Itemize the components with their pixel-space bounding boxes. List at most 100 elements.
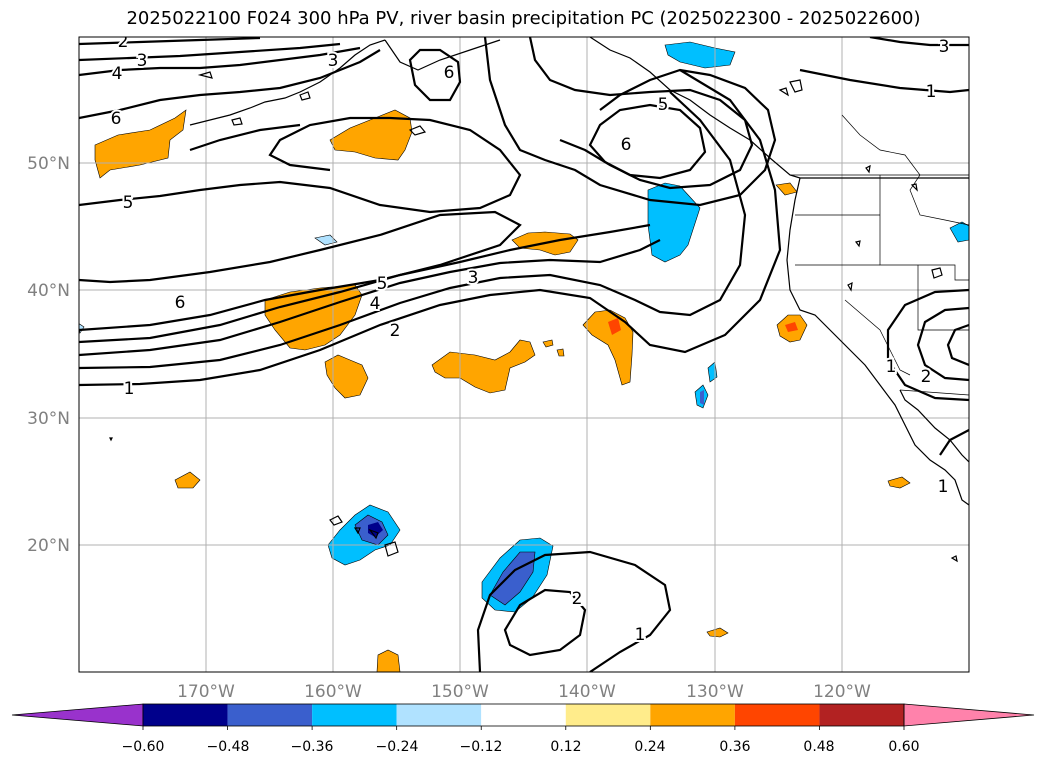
pv-contour bbox=[886, 288, 969, 402]
orange-patch bbox=[174, 471, 201, 489]
pv-contour bbox=[408, 48, 462, 102]
island bbox=[789, 79, 803, 93]
light-blue-patch bbox=[314, 234, 338, 246]
pv-contour bbox=[79, 210, 522, 332]
colorbar-tick-label: 0.48 bbox=[803, 739, 834, 755]
red-orange-core bbox=[608, 318, 621, 335]
island bbox=[950, 555, 958, 563]
pv-contour bbox=[79, 37, 261, 46]
lon-label: 130°W bbox=[686, 682, 744, 702]
colorbar-tick-label: 0.24 bbox=[634, 739, 665, 755]
royal-blue-core bbox=[700, 390, 704, 405]
pv-contour bbox=[946, 323, 969, 367]
island bbox=[854, 240, 861, 248]
colorbar-boxes bbox=[11, 703, 1035, 727]
island bbox=[368, 528, 379, 540]
precipitation-shading bbox=[79, 41, 969, 672]
colorbar-tick-label: −0.36 bbox=[291, 739, 334, 755]
pv-contour bbox=[476, 550, 672, 672]
shading-positive bbox=[94, 109, 911, 672]
contour-label: 2 bbox=[118, 32, 129, 52]
contour-label: 1 bbox=[886, 357, 897, 377]
pv-contour bbox=[939, 429, 969, 456]
lat-label: 50°N bbox=[27, 154, 70, 174]
colorbar-tick-label: −0.48 bbox=[207, 739, 250, 755]
orange-patch bbox=[887, 476, 911, 489]
colorbar-tick-label: −0.24 bbox=[376, 739, 419, 755]
colorbar-tick-label: 0.36 bbox=[719, 739, 750, 755]
pv-contour bbox=[503, 588, 587, 657]
colorbar-box bbox=[481, 704, 566, 726]
orange-patch bbox=[542, 339, 554, 348]
lon-label: 150°W bbox=[431, 682, 489, 702]
pv-contour bbox=[189, 123, 301, 152]
graticule bbox=[79, 37, 969, 672]
colorbar-box bbox=[734, 704, 820, 726]
orange-patch bbox=[324, 354, 369, 399]
island bbox=[197, 71, 213, 79]
colorbar-box bbox=[819, 704, 904, 726]
pv-contour bbox=[916, 306, 969, 382]
lon-label: 170°W bbox=[177, 682, 235, 702]
colorbar-tick-label: 0.12 bbox=[550, 739, 581, 755]
contour-label: 4 bbox=[112, 64, 123, 84]
state-border bbox=[879, 175, 969, 281]
red-orange-core bbox=[785, 322, 798, 332]
contour-label: 5 bbox=[123, 193, 134, 213]
contour-label: 1 bbox=[635, 625, 646, 645]
island bbox=[231, 117, 243, 126]
orange-patch bbox=[376, 649, 401, 672]
colorbar-tick-label: −0.12 bbox=[460, 739, 503, 755]
contour-label: 2 bbox=[921, 367, 932, 387]
lon-label: 160°W bbox=[304, 682, 362, 702]
map-panel: 2 3 4 6 5 3 6 5 6 5 4 3 2 1 6 1 3 1 2 1 bbox=[78, 32, 970, 673]
sky-blue-patch bbox=[664, 41, 736, 69]
colorbar-box bbox=[650, 704, 735, 726]
contour-labels: 2 3 4 6 5 3 6 5 6 5 4 3 2 1 6 1 3 1 2 1 bbox=[109, 32, 952, 647]
colorbar-tick-label: −0.60 bbox=[122, 739, 165, 755]
orange-patch bbox=[329, 109, 413, 161]
aleutian-coast bbox=[189, 39, 386, 126]
pv-contour bbox=[799, 68, 969, 94]
colorbar-box bbox=[312, 704, 397, 726]
orange-patch bbox=[94, 109, 187, 179]
contour-label: 3 bbox=[939, 37, 950, 57]
island bbox=[778, 87, 790, 97]
colorbar-outline bbox=[142, 703, 905, 727]
pv-contour bbox=[79, 49, 381, 120]
island bbox=[109, 437, 113, 442]
longitude-labels: 170°W 160°W 150°W 140°W 130°W 120°W bbox=[177, 682, 871, 702]
pv-contour bbox=[79, 116, 522, 214]
state-border bbox=[844, 299, 911, 376]
alaska-coast bbox=[384, 39, 501, 71]
island bbox=[847, 281, 853, 292]
colorbar-tick-labels: −0.60 −0.48 −0.36 −0.24 −0.12 0.12 0.24 … bbox=[122, 739, 920, 755]
contour-label: 1 bbox=[938, 477, 949, 497]
contour-label: 1 bbox=[124, 379, 135, 399]
pv-contour bbox=[483, 37, 777, 207]
pv-contour bbox=[79, 42, 341, 62]
lat-label: 40°N bbox=[27, 281, 70, 301]
island bbox=[353, 527, 361, 535]
island bbox=[329, 515, 343, 526]
contour-label: 2 bbox=[572, 589, 583, 609]
colorbar-box bbox=[227, 704, 313, 726]
state-border bbox=[917, 265, 969, 331]
contour-label: 6 bbox=[111, 109, 122, 129]
island bbox=[299, 91, 311, 101]
colorbar: −0.60 −0.48 −0.36 −0.24 −0.12 0.12 0.24 … bbox=[11, 703, 1035, 755]
pv-contour bbox=[869, 37, 969, 47]
pv-contour bbox=[79, 69, 782, 387]
contour-label: 5 bbox=[377, 274, 388, 294]
contour-label: 5 bbox=[658, 95, 669, 115]
colorbar-ticks bbox=[142, 726, 905, 730]
lat-label: 30°N bbox=[27, 409, 70, 429]
pv-contour bbox=[79, 91, 747, 370]
contour-label: 4 bbox=[370, 294, 381, 314]
latitude-labels: 50°N 40°N 30°N 20°N bbox=[27, 154, 70, 556]
colorbar-box bbox=[565, 704, 651, 726]
pv-contours bbox=[79, 37, 969, 672]
island bbox=[931, 267, 943, 279]
pv-contour bbox=[79, 239, 661, 357]
